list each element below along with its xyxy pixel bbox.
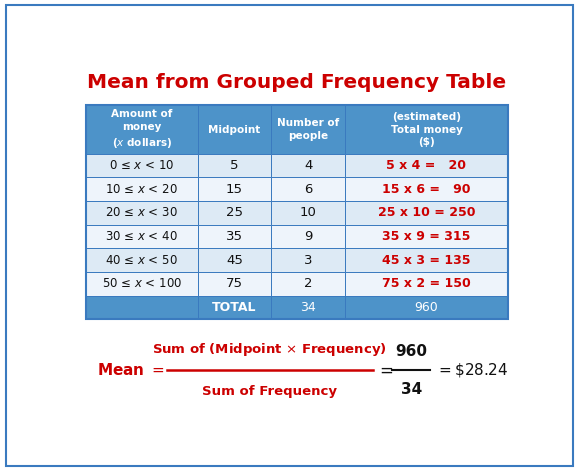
Bar [345, 225, 508, 248]
Bar [197, 154, 272, 177]
Bar [86, 177, 197, 201]
Text: 40 ≤ $x$ < 50: 40 ≤ $x$ < 50 [105, 254, 178, 267]
Bar [197, 225, 272, 248]
Bar [86, 106, 197, 154]
Text: (estimated)
Total money
($): (estimated) Total money ($) [390, 112, 463, 147]
Bar [197, 248, 272, 272]
Text: 960: 960 [415, 301, 438, 314]
Text: 50 ≤ $x$ < 100: 50 ≤ $x$ < 100 [102, 277, 182, 291]
Text: $=$: $=$ [376, 361, 393, 379]
Text: 45: 45 [226, 254, 243, 267]
Text: 5 x 4 =   20: 5 x 4 = 20 [386, 159, 467, 172]
Bar [197, 272, 272, 296]
Text: Sum of (Midpoint $\times$ Frequency): Sum of (Midpoint $\times$ Frequency) [152, 341, 387, 357]
Bar [86, 272, 197, 296]
Text: 75 x 2 = 150: 75 x 2 = 150 [382, 277, 471, 291]
Bar [86, 296, 197, 319]
Bar [272, 106, 345, 154]
Bar [197, 201, 272, 225]
Text: 25: 25 [226, 206, 243, 219]
Bar [197, 177, 272, 201]
Text: 20 ≤ $x$ < 30: 20 ≤ $x$ < 30 [105, 206, 178, 219]
Text: 10 ≤ $x$ < 20: 10 ≤ $x$ < 20 [105, 183, 178, 195]
Bar [272, 296, 345, 319]
Bar [345, 248, 508, 272]
Text: 10: 10 [300, 206, 317, 219]
Text: 4: 4 [304, 159, 313, 172]
Bar [86, 248, 197, 272]
Text: 35: 35 [226, 230, 243, 243]
Text: 25 x 10 = 250: 25 x 10 = 250 [378, 206, 475, 219]
Bar [272, 272, 345, 296]
Text: Mean $=$: Mean $=$ [97, 362, 165, 378]
Bar [86, 201, 197, 225]
Text: TOTAL: TOTAL [212, 301, 256, 314]
Text: 2: 2 [304, 277, 313, 291]
Bar [345, 177, 508, 201]
Bar [345, 296, 508, 319]
Bar [86, 106, 508, 319]
Text: Mean from Grouped Frequency Table: Mean from Grouped Frequency Table [87, 73, 506, 92]
Bar [197, 296, 272, 319]
Bar [345, 201, 508, 225]
Bar [272, 154, 345, 177]
Text: 34: 34 [301, 301, 316, 314]
Bar [86, 154, 197, 177]
Text: 15 x 6 =   90: 15 x 6 = 90 [382, 183, 471, 195]
Text: 34: 34 [401, 382, 422, 397]
Text: Midpoint: Midpoint [208, 124, 261, 135]
Bar [272, 201, 345, 225]
Text: Sum of Frequency: Sum of Frequency [202, 385, 338, 398]
Text: $= \$28.24$: $= \$28.24$ [436, 361, 508, 379]
Text: 3: 3 [304, 254, 313, 267]
Text: 75: 75 [226, 277, 243, 291]
Text: 45 x 3 = 135: 45 x 3 = 135 [382, 254, 471, 267]
Text: 5: 5 [230, 159, 239, 172]
Bar [345, 106, 508, 154]
Text: 960: 960 [395, 344, 427, 359]
Bar [197, 106, 272, 154]
Bar [272, 225, 345, 248]
Bar [272, 248, 345, 272]
Bar [345, 272, 508, 296]
Text: 30 ≤ $x$ < 40: 30 ≤ $x$ < 40 [105, 230, 178, 243]
Text: Number of
people: Number of people [277, 118, 339, 141]
Text: 15: 15 [226, 183, 243, 195]
Bar [272, 177, 345, 201]
Bar [345, 154, 508, 177]
Text: 35 x 9 = 315: 35 x 9 = 315 [382, 230, 471, 243]
Text: 0 ≤ $x$ < 10: 0 ≤ $x$ < 10 [109, 159, 174, 172]
Bar [86, 225, 197, 248]
Text: 9: 9 [304, 230, 313, 243]
Text: Amount of
money
($x$ dollars): Amount of money ($x$ dollars) [111, 109, 173, 150]
Text: 6: 6 [304, 183, 313, 195]
